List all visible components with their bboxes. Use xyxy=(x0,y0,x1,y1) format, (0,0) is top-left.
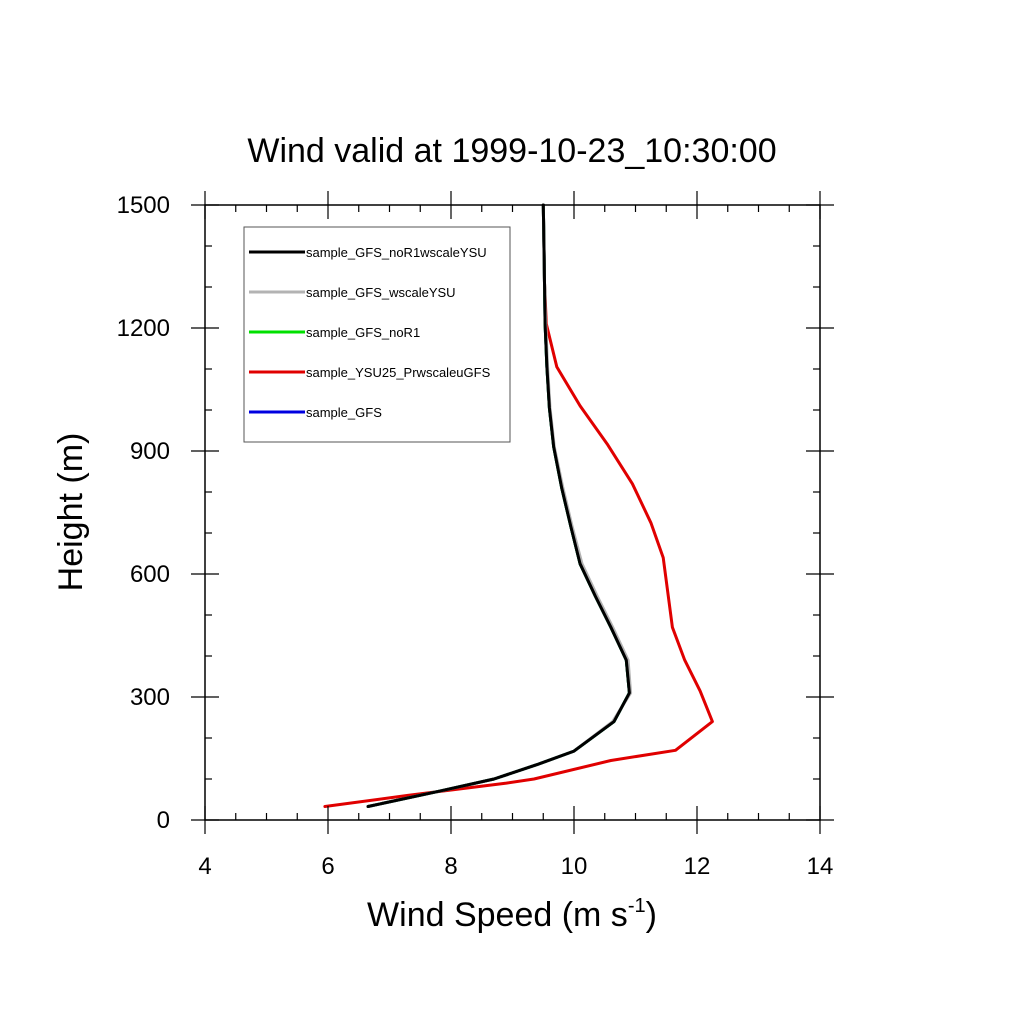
x-axis-label: Wind Speed (m s-1) xyxy=(367,895,657,934)
legend-label-3: sample_YSU25_PrwscaleuGFS xyxy=(306,365,491,380)
y-tick-label: 0 xyxy=(157,807,170,834)
x-tick-label: 14 xyxy=(807,853,834,880)
chart-title: Wind valid at 1999-10-23_10:30:00 xyxy=(247,132,776,170)
plot-area: 4 6 8 10 12 14 0 300 600 900 1200 1500 xyxy=(117,191,834,880)
legend-box xyxy=(243,226,511,443)
y-tick-label: 300 xyxy=(130,684,170,711)
y-tick-label: 600 xyxy=(130,561,170,588)
legend-label-4: sample_GFS xyxy=(306,405,382,420)
x-tick-label: 10 xyxy=(561,853,588,880)
legend: sample_GFS_noR1wscaleYSU sample_GFS_wscal… xyxy=(243,226,511,443)
x-tick-label: 4 xyxy=(198,853,211,880)
series-layer xyxy=(323,203,714,808)
x-tick-label: 12 xyxy=(684,853,711,880)
series-line-0 xyxy=(366,203,631,808)
x-tick-label: 6 xyxy=(321,853,334,880)
x-axis-label-superscript: -1 xyxy=(628,895,646,917)
x-tick-label: 8 xyxy=(444,853,457,880)
y-tick-label: 1200 xyxy=(117,315,170,342)
legend-items: sample_GFS_noR1wscaleYSU sample_GFS_wscal… xyxy=(249,245,491,420)
legend-label-0: sample_GFS_noR1wscaleYSU xyxy=(306,245,487,260)
series-line-3 xyxy=(323,203,714,808)
y-tick-label: 900 xyxy=(130,438,170,465)
legend-label-2: sample_GFS_noR1 xyxy=(306,325,420,340)
y-axis-label: Height (m) xyxy=(52,433,90,592)
legend-label-1: sample_GFS_wscaleYSU xyxy=(306,285,456,300)
y-tick-label: 1500 xyxy=(117,192,170,219)
ticks-layer: 4 6 8 10 12 14 0 300 600 900 1200 1500 xyxy=(117,191,834,880)
